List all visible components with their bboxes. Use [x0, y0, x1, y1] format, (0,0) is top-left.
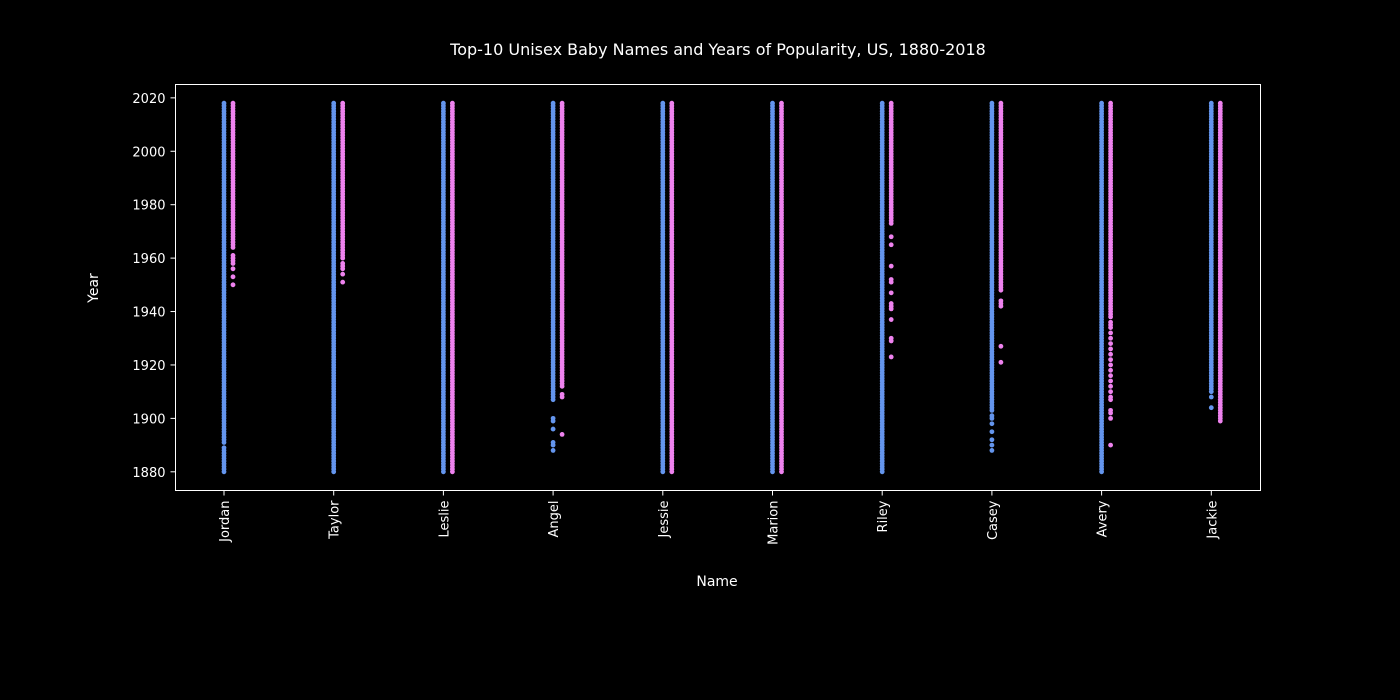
- data-point: [888, 354, 894, 360]
- chart-title: Top-10 Unisex Baby Names and Years of Po…: [449, 40, 986, 59]
- data-point: [1108, 357, 1113, 363]
- data-point: [779, 100, 784, 106]
- x-tick-label: Riley: [876, 500, 891, 532]
- data-point: [450, 100, 455, 106]
- data-point: [989, 413, 995, 419]
- data-point: [1108, 362, 1113, 368]
- data-point: [1108, 442, 1113, 448]
- points-layer: [221, 100, 1223, 475]
- data-point: [1108, 415, 1113, 421]
- data-point: [441, 100, 446, 106]
- data-point: [221, 445, 227, 451]
- data-point: [989, 100, 995, 106]
- series-0: [221, 100, 1214, 475]
- x-axis: Jordan Taylor Leslie Angel Jessie Marion Riley…: [218, 490, 1220, 545]
- data-point: [888, 301, 894, 306]
- data-point: [998, 359, 1004, 365]
- x-tick-label: Angel: [547, 501, 562, 538]
- x-tick-label: Jessie: [657, 501, 672, 539]
- data-point: [1108, 373, 1113, 379]
- x-tick-label: Taylor: [328, 500, 343, 540]
- data-point: [1108, 335, 1113, 341]
- y-tick-label: 1920: [132, 359, 165, 374]
- data-point: [888, 263, 894, 269]
- x-axis-label: Name: [696, 574, 737, 590]
- x-tick-label: Avery: [1096, 500, 1111, 537]
- data-point: [559, 391, 565, 397]
- data-point: [1108, 367, 1113, 373]
- x-tick-label: Casey: [986, 500, 1001, 540]
- data-point: [989, 442, 995, 448]
- data-point: [559, 100, 565, 106]
- data-point: [340, 100, 346, 106]
- y-tick-label: 1900: [132, 412, 165, 427]
- data-point: [230, 266, 236, 272]
- data-point: [1108, 378, 1113, 384]
- data-point: [230, 274, 236, 280]
- data-point: [1108, 389, 1113, 395]
- data-point: [1099, 100, 1104, 106]
- y-tick-label: 1960: [132, 252, 165, 267]
- data-point: [1108, 319, 1113, 325]
- data-point: [1108, 346, 1113, 352]
- data-point: [340, 279, 346, 285]
- data-point: [989, 421, 995, 427]
- data-point: [888, 335, 894, 341]
- data-point: [888, 290, 894, 296]
- data-point: [989, 448, 995, 453]
- data-point: [550, 100, 556, 106]
- data-point: [550, 440, 556, 445]
- data-point: [1108, 383, 1113, 389]
- data-point: [1208, 394, 1214, 400]
- data-point: [1208, 100, 1214, 106]
- data-point: [230, 100, 236, 106]
- y-tick-label: 1880: [132, 466, 165, 481]
- y-tick-label: 1940: [132, 306, 165, 321]
- data-point: [998, 298, 1004, 304]
- data-point: [888, 317, 894, 322]
- data-point: [770, 100, 775, 106]
- data-point: [230, 253, 236, 258]
- data-point: [879, 100, 885, 106]
- x-tick-label: Marion: [767, 501, 782, 545]
- data-point: [1108, 351, 1113, 357]
- data-point: [1108, 330, 1113, 336]
- data-point: [989, 437, 995, 443]
- data-point: [888, 242, 894, 248]
- data-point: [1108, 341, 1113, 346]
- data-point: [340, 271, 346, 277]
- data-point: [550, 426, 556, 432]
- series-1: [230, 100, 1223, 475]
- data-point: [550, 415, 556, 421]
- data-point: [1208, 405, 1214, 411]
- y-tick-label: 2000: [132, 145, 165, 160]
- data-point: [888, 100, 894, 106]
- x-tick-label: Jackie: [1205, 501, 1220, 540]
- y-axis: 1880 1900 1920 1940 1960 1980 2000 2020: [132, 92, 176, 481]
- data-point: [888, 277, 894, 282]
- plot-frame: [175, 84, 1261, 491]
- data-point: [998, 343, 1004, 349]
- y-axis-label: Year: [86, 273, 102, 304]
- x-tick-label: Leslie: [437, 501, 452, 538]
- data-point: [1108, 407, 1113, 413]
- data-point: [888, 234, 894, 240]
- data-point: [998, 100, 1004, 106]
- y-tick-label: 2020: [132, 92, 165, 107]
- data-point: [550, 448, 556, 453]
- data-point: [1217, 100, 1223, 106]
- data-point: [331, 100, 337, 106]
- data-point: [1108, 100, 1113, 106]
- x-tick-label: Jordan: [218, 501, 233, 543]
- data-point: [669, 100, 675, 106]
- data-point: [340, 261, 346, 266]
- data-point: [221, 100, 227, 106]
- y-tick-label: 1980: [132, 199, 165, 214]
- data-point: [989, 429, 995, 435]
- data-point: [559, 432, 565, 437]
- data-point: [660, 100, 666, 106]
- data-point: [230, 282, 236, 288]
- data-point: [1108, 394, 1113, 400]
